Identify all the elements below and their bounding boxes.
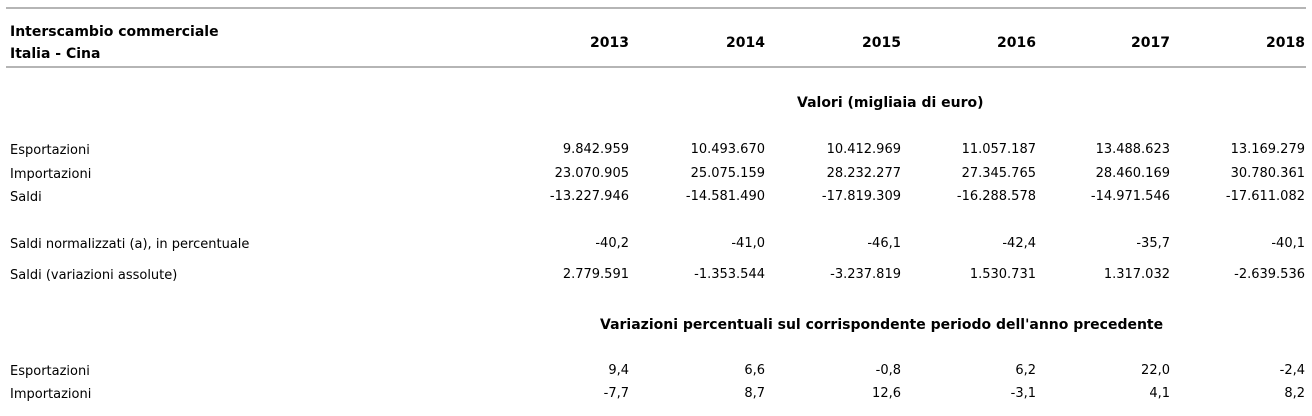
row-label: Saldi normalizzati (a), in percentuale <box>10 237 250 252</box>
table-cell: 4,1 <box>1149 386 1170 401</box>
year-header-2015: 2015 <box>862 35 901 51</box>
table-cell: 12,6 <box>872 386 901 401</box>
year-header-2016: 2016 <box>997 35 1036 51</box>
table-cell: -13.227.946 <box>549 189 629 204</box>
table-cell: 6,2 <box>1015 363 1036 378</box>
table-cell: 28.460.169 <box>1095 166 1170 181</box>
table-cell: -40,1 <box>1271 236 1305 251</box>
table-cell: 28.232.277 <box>826 166 901 181</box>
header-rule <box>6 66 1306 68</box>
table-cell: 10.493.670 <box>690 142 765 157</box>
table-cell: 30.780.361 <box>1230 166 1305 181</box>
year-header-2014: 2014 <box>726 35 765 51</box>
table-cell: -40,2 <box>595 236 629 251</box>
table-cell: 9,4 <box>608 363 629 378</box>
table-cell: 23.070.905 <box>554 166 629 181</box>
table-cell: 1.317.032 <box>1103 267 1170 282</box>
table-cell: -2.639.536 <box>1234 267 1305 282</box>
table-cell: 25.075.159 <box>690 166 765 181</box>
table-cell: 10.412.969 <box>826 142 901 157</box>
row-label: Importazioni <box>10 167 92 182</box>
table-cell: -17.611.082 <box>1225 189 1305 204</box>
table-cell: -41,0 <box>731 236 765 251</box>
year-header-2013: 2013 <box>590 35 629 51</box>
table-cell: 13.488.623 <box>1095 142 1170 157</box>
table-cell: -14.581.490 <box>685 189 765 204</box>
table-cell: -0,8 <box>875 363 901 378</box>
table-cell: 13.169.279 <box>1230 142 1305 157</box>
top-rule <box>6 7 1306 9</box>
table-cell: -3,1 <box>1010 386 1036 401</box>
table-cell: -35,7 <box>1136 236 1170 251</box>
table-cell: 8,2 <box>1284 386 1305 401</box>
table-cell: -16.288.578 <box>956 189 1036 204</box>
table-cell: 9.842.959 <box>562 142 629 157</box>
table-cell: 11.057.187 <box>961 142 1036 157</box>
row-label: Saldi <box>10 190 42 205</box>
table-cell: -1.353.544 <box>694 267 765 282</box>
row-label: Saldi (variazioni assolute) <box>10 268 178 283</box>
row-label: Esportazioni <box>10 143 90 158</box>
table-cell: -14.971.546 <box>1090 189 1170 204</box>
table-cell: -3.237.819 <box>830 267 901 282</box>
table-title-line1: Interscambio commerciale <box>10 24 219 40</box>
section-title-valori: Valori (migliaia di euro) <box>797 95 984 111</box>
table-cell: -2,4 <box>1279 363 1305 378</box>
table-cell: 27.345.765 <box>961 166 1036 181</box>
table-cell: 2.779.591 <box>562 267 629 282</box>
year-header-2018: 2018 <box>1266 35 1305 51</box>
table-cell: -7,7 <box>603 386 629 401</box>
table-cell: 22,0 <box>1141 363 1170 378</box>
table-cell: -46,1 <box>867 236 901 251</box>
table-title-line2: Italia - Cina <box>10 46 101 62</box>
year-header-2017: 2017 <box>1131 35 1170 51</box>
row-label: Importazioni <box>10 387 92 402</box>
section-title-variazioni: Variazioni percentuali sul corrispondent… <box>600 317 1164 333</box>
table-cell: -17.819.309 <box>821 189 901 204</box>
table-cell: 1.530.731 <box>969 267 1036 282</box>
row-label: Esportazioni <box>10 364 90 379</box>
table-cell: -42,4 <box>1002 236 1036 251</box>
table-cell: 6,6 <box>744 363 765 378</box>
table-cell: 8,7 <box>744 386 765 401</box>
